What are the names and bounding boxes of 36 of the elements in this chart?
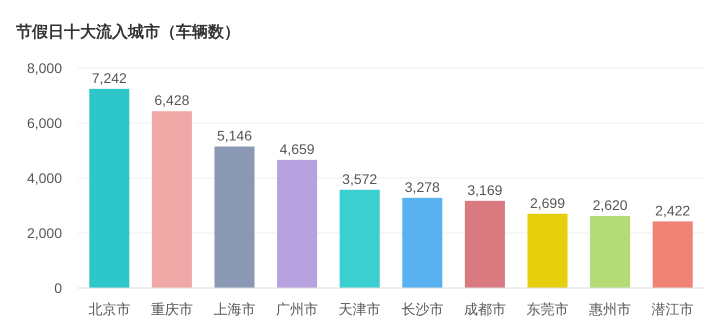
bar (214, 146, 255, 288)
bar (527, 214, 568, 288)
x-tick-label: 广州市 (276, 301, 318, 317)
x-tick-label: 东莞市 (526, 301, 568, 317)
y-tick-label: 6,000 (26, 115, 62, 131)
y-tick-label: 2,000 (26, 225, 62, 241)
y-tick-label: 8,000 (26, 60, 62, 76)
data-label: 2,620 (592, 196, 628, 213)
bar (652, 221, 693, 288)
data-label: 3,572 (342, 170, 378, 187)
data-label: 7,242 (92, 70, 128, 86)
data-label: 3,278 (404, 178, 440, 195)
data-label: 3,169 (467, 182, 503, 198)
bar (590, 216, 630, 288)
bar (89, 88, 130, 288)
bar (464, 200, 505, 288)
x-tick-label: 北京市 (88, 301, 130, 317)
x-tick-label: 上海市 (214, 301, 256, 317)
data-label: 5,146 (216, 127, 252, 144)
bar (402, 198, 442, 288)
x-tick-label: 惠州市 (588, 301, 632, 317)
x-tick-label: 成都市 (464, 301, 506, 317)
x-tick-label: 重庆市 (150, 301, 193, 317)
data-label: 2,422 (655, 202, 690, 218)
x-tick-label: 长沙市 (401, 301, 444, 317)
chart-title: 节假日十大流入城市（车辆数） (15, 22, 240, 41)
x-tick-label: 天津市 (338, 301, 381, 317)
x-tick-label: 潜江市 (652, 301, 694, 317)
y-tick-label: 4,000 (26, 170, 62, 186)
bar (277, 160, 318, 288)
bar (152, 111, 192, 288)
bar (340, 190, 380, 288)
y-tick-label: 0 (54, 280, 62, 296)
data-label: 6,428 (154, 92, 190, 108)
data-label: 4,659 (280, 140, 315, 157)
data-label: 2,699 (530, 194, 566, 211)
